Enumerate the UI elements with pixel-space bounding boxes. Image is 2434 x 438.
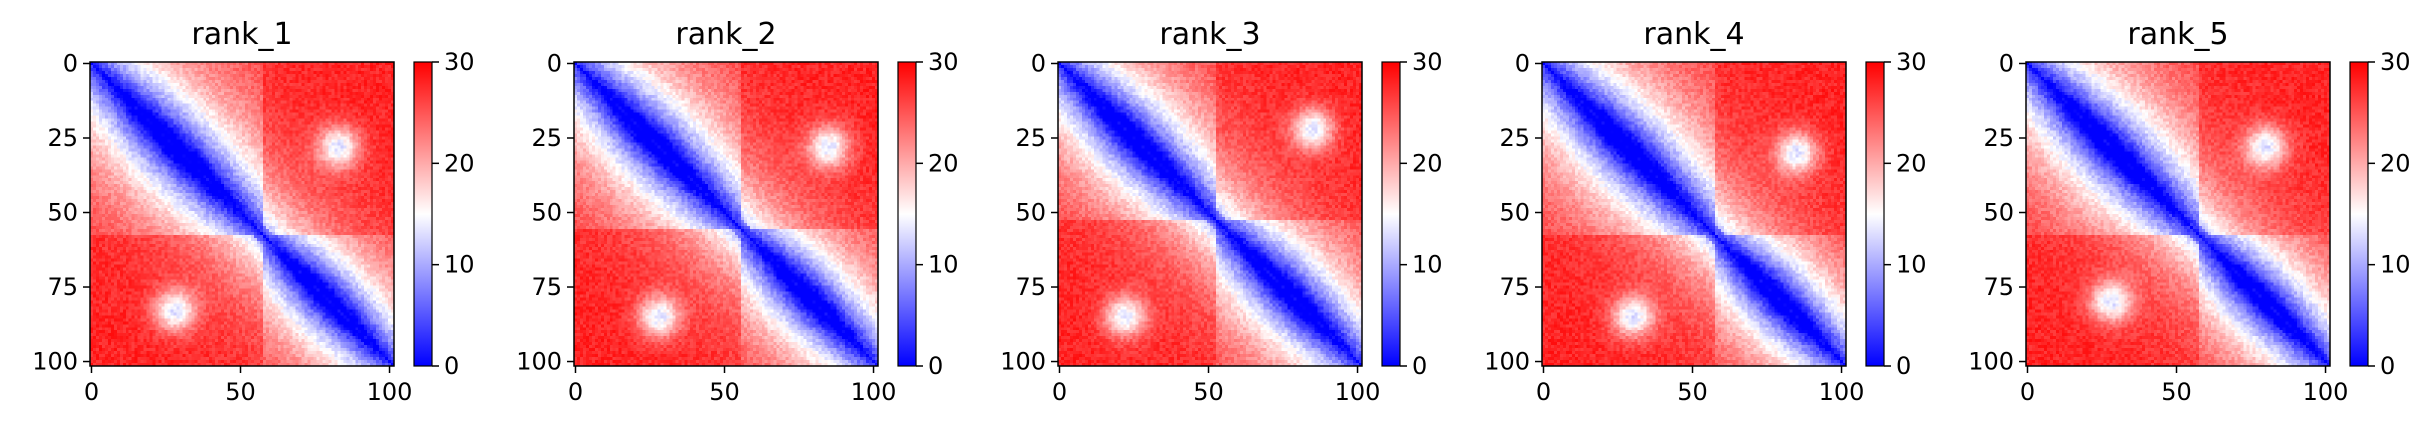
colorbar-tick-label: 30 [444,48,475,76]
x-tick-label: 50 [1677,378,1708,406]
colorbar-tick-label: 20 [444,149,475,177]
y-tick-label: 100 [1000,348,1046,376]
axes-frame [1541,61,1847,367]
y-tick-label: 100 [1484,348,1530,376]
x-tick-label: 100 [2303,378,2349,406]
y-tick-label: 0 [63,49,78,77]
y-tick-label: 25 [47,124,78,152]
x-tick-label: 100 [851,378,897,406]
panel-title: rank_1 [191,17,292,52]
x-tick-label: 100 [367,378,413,406]
y-tick-label: 50 [1983,199,2014,227]
y-tick-label: 75 [47,273,78,301]
colorbar [897,61,917,367]
x-tick-label: 100 [1335,378,1381,406]
axes-frame [2025,61,2331,367]
colorbar-tick-label: 10 [2380,251,2411,279]
colorbar-tick-label: 30 [2380,48,2411,76]
y-tick-label: 75 [1983,273,2014,301]
y-tick-label: 25 [1015,124,1046,152]
panel-title: rank_2 [675,17,776,52]
colorbar-tick-label: 10 [1412,251,1443,279]
y-tick-label: 0 [1999,49,2014,77]
colorbar-tick-label: 20 [2380,149,2411,177]
axes-frame [573,61,879,367]
axes-frame [89,61,395,367]
colorbar-tick-label: 30 [1896,48,1927,76]
y-tick-label: 75 [531,273,562,301]
y-tick-label: 0 [547,49,562,77]
colorbar [1865,61,1885,367]
x-tick-label: 50 [2161,378,2192,406]
x-tick-label: 50 [1193,378,1224,406]
colorbar [413,61,433,367]
colorbar-tick-label: 30 [928,48,959,76]
x-tick-label: 0 [2020,378,2035,406]
colorbar-tick-label: 0 [444,352,459,380]
y-tick-label: 100 [1968,348,2014,376]
colorbar-tick-label: 10 [1896,251,1927,279]
x-tick-label: 0 [1536,378,1551,406]
heatmap-matrix [574,62,878,366]
colorbar [1381,61,1401,367]
y-tick-label: 25 [1499,124,1530,152]
x-tick-label: 100 [1819,378,1865,406]
heatmap-matrix [2026,62,2330,366]
panel-title: rank_4 [1643,17,1744,52]
colorbar-tick-label: 20 [1896,149,1927,177]
colorbar-tick-label: 0 [2380,352,2395,380]
colorbar-tick-label: 30 [1412,48,1443,76]
y-tick-label: 0 [1031,49,1046,77]
colorbar-tick-label: 10 [444,251,475,279]
y-tick-label: 50 [47,199,78,227]
heatmap-matrix [1542,62,1846,366]
y-tick-label: 25 [531,124,562,152]
y-tick-label: 100 [32,348,78,376]
y-tick-label: 75 [1015,273,1046,301]
colorbar-tick-label: 0 [1412,352,1427,380]
heatmap-matrix [1058,62,1362,366]
y-tick-label: 75 [1499,273,1530,301]
colorbar-tick-label: 10 [928,251,959,279]
colorbar-tick-label: 0 [1896,352,1911,380]
colorbar [2349,61,2369,367]
y-tick-label: 50 [531,199,562,227]
y-tick-label: 25 [1983,124,2014,152]
y-tick-label: 100 [516,348,562,376]
x-tick-label: 0 [84,378,99,406]
colorbar-tick-label: 20 [928,149,959,177]
panel-title: rank_5 [2127,17,2228,52]
x-tick-label: 0 [568,378,583,406]
x-tick-label: 50 [225,378,256,406]
y-tick-label: 50 [1499,199,1530,227]
axes-frame [1057,61,1363,367]
colorbar-tick-label: 20 [1412,149,1443,177]
colorbar-tick-label: 0 [928,352,943,380]
x-tick-label: 0 [1052,378,1067,406]
x-tick-label: 50 [709,378,740,406]
y-tick-label: 50 [1015,199,1046,227]
panel-title: rank_3 [1159,17,1260,52]
y-tick-label: 0 [1515,49,1530,77]
heatmap-matrix [90,62,394,366]
